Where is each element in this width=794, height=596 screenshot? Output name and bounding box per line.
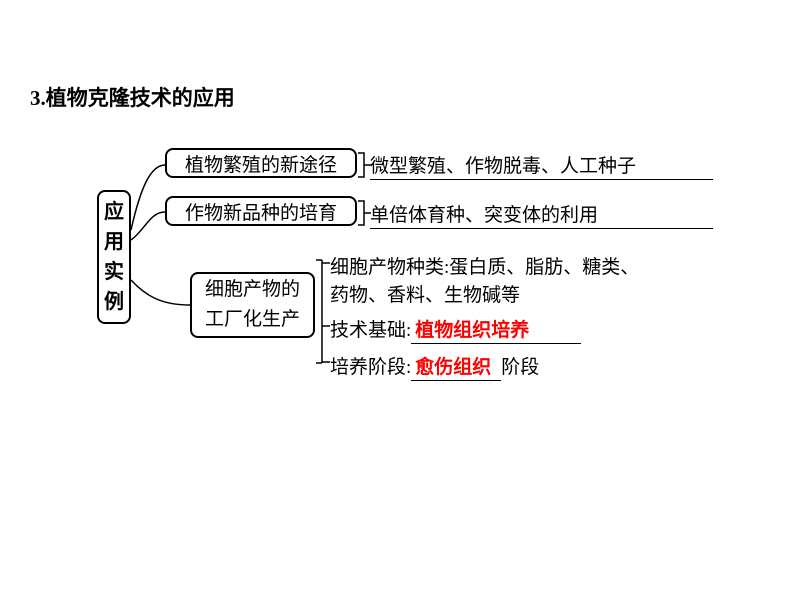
detail-2-answer: 植物组织培养 [415,320,529,341]
branch-3-line1: 细胞产物的 [205,275,300,305]
root-char-2: 用 [104,227,124,257]
curve-root-b2 [131,212,165,240]
branch-1-label: 植物繁殖的新途径 [185,150,337,177]
detail-2-prefix: 技术基础: [330,320,411,341]
root-char-4: 例 [104,287,124,317]
branch-2-right: 单倍体育种、突变体的利用 [370,200,713,229]
branch-3-detail-2: 技术基础:植物组织培养 [330,315,581,344]
detail-3-suffix: 阶段 [501,357,539,378]
branch-2-box: 作物新品种的培育 [165,196,357,226]
curve-root-b3 [131,280,190,305]
detail-3-answer: 愈伤组织 [415,357,491,378]
curve-root-b1 [131,165,165,230]
branch-1-right: 微型繁殖、作物脱毒、人工种子 [370,151,713,180]
branch-3-detail-3: 培养阶段:愈伤组织阶段 [330,352,539,381]
branch-3-box: 细胞产物的 工厂化生产 [190,272,315,338]
root-char-1: 应 [104,197,124,227]
branch-3-line2: 工厂化生产 [205,305,300,335]
root-char-3: 实 [104,257,124,287]
section-title: 3.植物克隆技术的应用 [30,82,235,112]
detail-3-prefix: 培养阶段: [330,357,411,378]
branch-3-detail-1a: 细胞产物种类:蛋白质、脂肪、糖类、 [330,252,639,279]
branch-2-label: 作物新品种的培育 [185,198,337,225]
root-node: 应 用 实 例 [97,190,131,324]
branch-3-detail-1b: 药物、香料、生物碱等 [330,280,520,307]
branch-1-box: 植物繁殖的新途径 [165,148,357,178]
